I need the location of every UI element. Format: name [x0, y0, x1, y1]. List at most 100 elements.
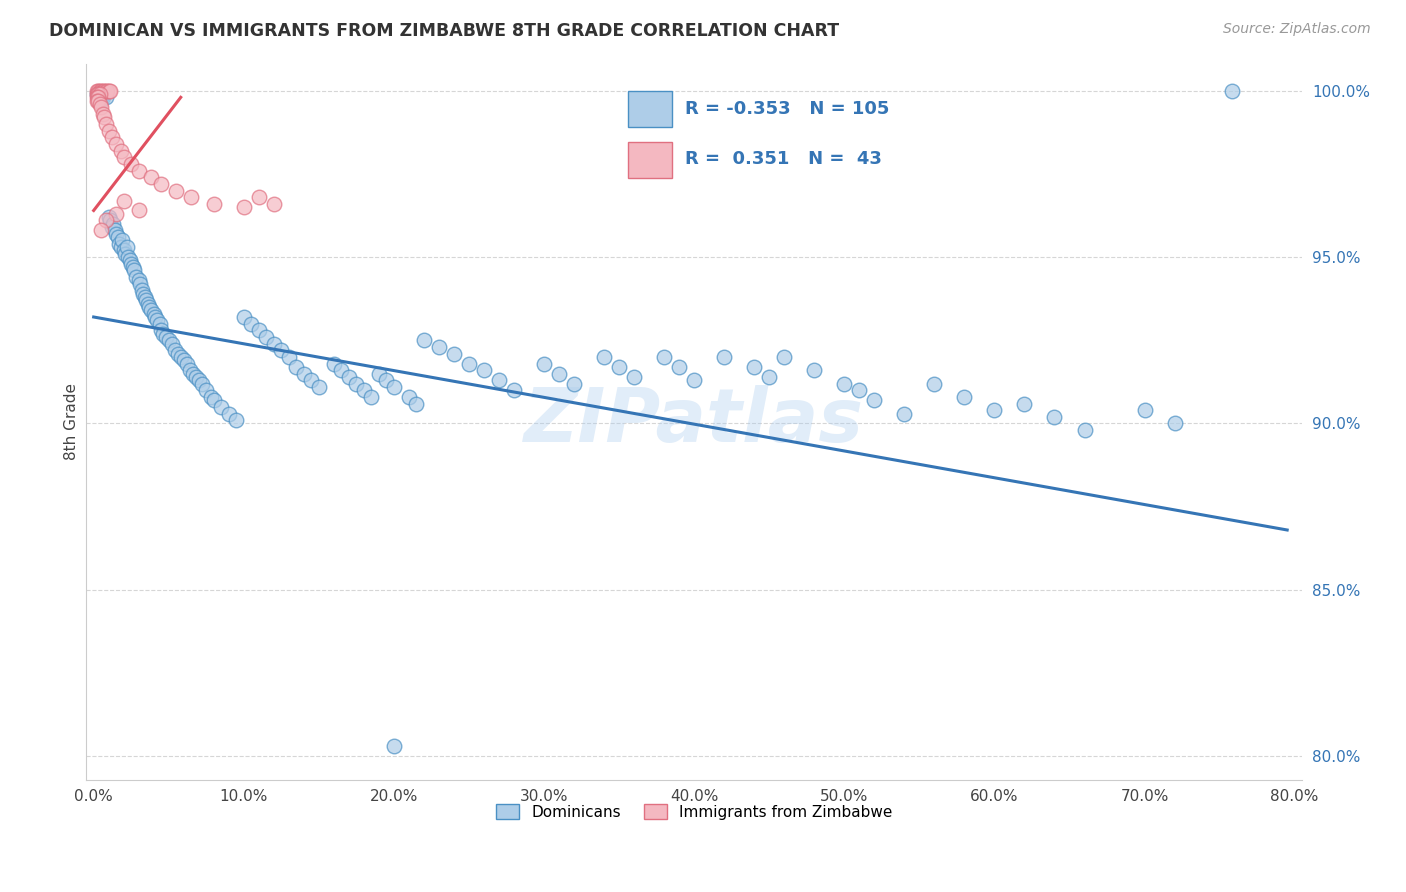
Point [330, 363, 353, 377]
Point [111, 234, 134, 248]
Point [139, 303, 162, 318]
Point [533, 357, 555, 371]
Point [90, 223, 112, 237]
Point [128, 203, 150, 218]
Point [360, 390, 382, 404]
Point [105, 227, 128, 241]
Point [128, 163, 150, 178]
Point [713, 350, 735, 364]
Point [181, 367, 204, 381]
Point [87, 94, 110, 108]
Point [98, 213, 121, 227]
Point [375, 373, 398, 387]
Point [86, 94, 108, 108]
Point [138, 300, 160, 314]
Point [176, 357, 198, 371]
Point [134, 290, 156, 304]
Point [254, 330, 277, 344]
Point [97, 210, 120, 224]
Point [91, 107, 114, 121]
Point [180, 190, 202, 204]
Point [322, 357, 344, 371]
Point [86, 90, 108, 104]
Point [122, 263, 145, 277]
Point [87, 90, 110, 104]
Point [263, 197, 285, 211]
Point [101, 217, 124, 231]
Point [136, 296, 159, 310]
Legend: Dominicans, Immigrants from Zimbabwe: Dominicans, Immigrants from Zimbabwe [489, 797, 898, 826]
Point [344, 376, 367, 391]
Point [683, 373, 706, 387]
Point [263, 336, 285, 351]
Point [89, 87, 111, 101]
Point [96, 84, 118, 98]
Point [112, 194, 135, 208]
Point [90, 87, 112, 101]
Point [112, 244, 135, 258]
Point [120, 157, 142, 171]
Point [173, 353, 195, 368]
Point [166, 346, 188, 360]
Point [91, 84, 114, 98]
Point [93, 84, 115, 98]
Point [503, 383, 526, 397]
Point [247, 323, 270, 337]
Point [125, 270, 148, 285]
Point [104, 223, 127, 237]
Point [187, 373, 209, 387]
Point [87, 84, 110, 98]
Point [758, 370, 780, 384]
Point [86, 87, 108, 101]
Point [232, 200, 254, 214]
Point [353, 383, 375, 397]
Point [149, 317, 172, 331]
Point [232, 310, 254, 324]
Point [382, 380, 405, 394]
Point [240, 317, 263, 331]
Point [277, 350, 299, 364]
Point [225, 413, 247, 427]
Point [953, 390, 976, 404]
Point [202, 393, 225, 408]
Point [1014, 396, 1036, 410]
Point [94, 117, 117, 131]
Point [143, 310, 166, 324]
Point [163, 343, 186, 358]
Point [98, 84, 121, 98]
Point [94, 90, 117, 104]
Point [1220, 84, 1243, 98]
Point [118, 253, 141, 268]
Point [1133, 403, 1156, 417]
Point [1073, 423, 1095, 437]
Point [160, 336, 183, 351]
Point [89, 94, 111, 108]
Point [1043, 409, 1066, 424]
Point [94, 213, 117, 227]
Text: DOMINICAN VS IMMIGRANTS FROM ZIMBABWE 8TH GRADE CORRELATION CHART: DOMINICAN VS IMMIGRANTS FROM ZIMBABWE 8T… [49, 22, 839, 40]
Point [135, 293, 157, 308]
Point [803, 363, 825, 377]
Point [184, 370, 207, 384]
Point [110, 144, 132, 158]
Point [121, 260, 143, 274]
Point [488, 373, 510, 387]
Point [742, 359, 765, 374]
Point [165, 184, 187, 198]
Point [89, 84, 111, 98]
Point [170, 350, 193, 364]
Point [832, 376, 855, 391]
Point [150, 323, 173, 337]
Point [1163, 417, 1185, 431]
Point [150, 177, 173, 191]
Point [893, 407, 915, 421]
Point [131, 284, 153, 298]
Point [458, 357, 481, 371]
Point [472, 363, 495, 377]
Point [93, 87, 115, 101]
Point [179, 363, 201, 377]
Point [308, 380, 330, 394]
Point [117, 250, 139, 264]
Point [100, 130, 122, 145]
Point [129, 277, 152, 291]
